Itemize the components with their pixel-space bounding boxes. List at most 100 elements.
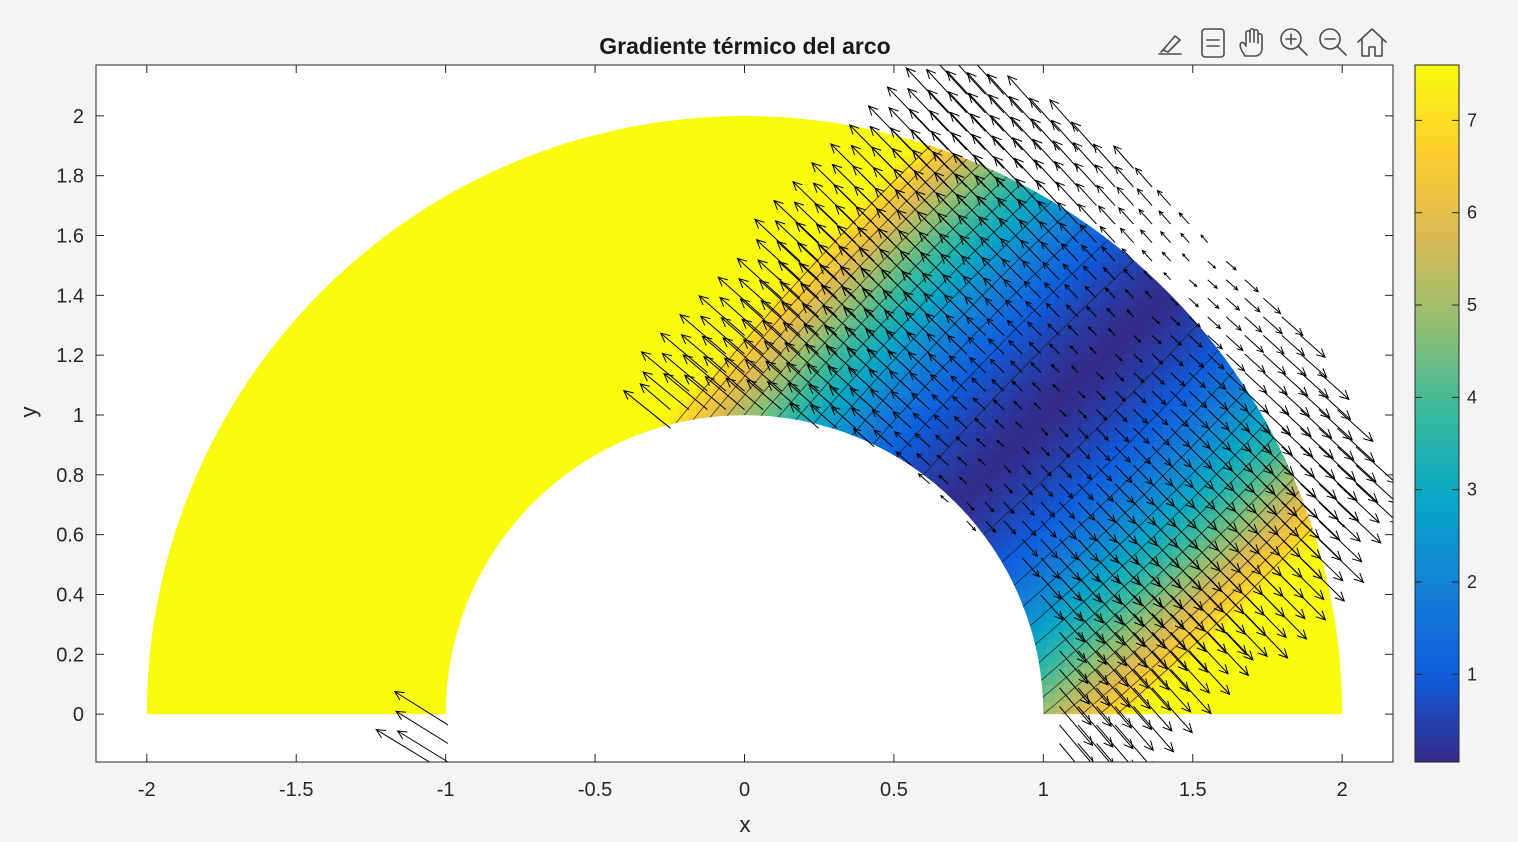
field-cell	[1100, 711, 1110, 715]
field-cell	[750, 154, 761, 165]
field-cell	[947, 450, 958, 461]
field-cell	[230, 666, 241, 676]
field-cell	[669, 181, 680, 192]
field-cell	[580, 432, 590, 443]
field-cell	[275, 603, 285, 614]
field-cell	[607, 208, 617, 219]
field-cell	[248, 666, 258, 676]
field-cell	[956, 334, 967, 344]
field-cell	[867, 208, 877, 219]
field-cell	[849, 127, 859, 138]
field-cell	[400, 235, 411, 246]
field-cell	[427, 486, 438, 497]
field-cell	[1055, 621, 1065, 631]
field-cell	[849, 190, 859, 201]
field-cell	[436, 666, 447, 676]
field-cell	[1055, 576, 1065, 587]
field-cell	[867, 154, 877, 165]
field-cell	[992, 450, 1003, 461]
field-cell	[248, 684, 258, 694]
field-cell	[911, 199, 922, 210]
field-cell	[481, 343, 492, 353]
field-cell	[472, 549, 483, 560]
field-cell	[616, 262, 626, 272]
field-cell	[320, 289, 330, 299]
field-cell	[1046, 244, 1056, 255]
field-cell	[831, 388, 841, 398]
field-cell	[176, 576, 187, 587]
field-cell	[1028, 486, 1038, 497]
field-cell	[929, 199, 940, 210]
field-cell	[221, 702, 232, 712]
field-cell	[795, 379, 805, 389]
field-cell	[750, 370, 761, 380]
field-cell	[544, 379, 554, 389]
field-cell	[562, 262, 572, 272]
field-cell	[714, 145, 725, 156]
field-cell	[481, 352, 492, 362]
field-cell	[1073, 666, 1083, 676]
field-cell	[257, 459, 267, 470]
field-cell	[212, 612, 223, 622]
field-cell	[867, 199, 877, 210]
field-cell	[463, 289, 474, 299]
field-cell	[320, 603, 330, 614]
field-cell	[302, 334, 312, 344]
field-cell	[867, 163, 877, 174]
field-cell	[642, 343, 653, 353]
field-cell	[813, 379, 823, 389]
field-cell	[1091, 702, 1101, 712]
field-cell	[705, 253, 716, 264]
field-cell	[858, 163, 868, 174]
field-cell	[185, 594, 196, 605]
field-cell	[436, 199, 447, 210]
field-cell	[795, 280, 805, 290]
field-cell	[454, 352, 465, 362]
field-cell	[311, 432, 321, 443]
field-cell	[911, 307, 922, 317]
field-cell	[786, 154, 796, 165]
field-cell	[427, 397, 438, 407]
field-cell	[1037, 576, 1047, 587]
field-cell	[938, 441, 949, 452]
field-cell	[983, 190, 994, 201]
field-cell	[1136, 531, 1146, 542]
field-cell	[885, 136, 895, 147]
field-cell	[607, 244, 617, 255]
field-cell	[1019, 441, 1029, 452]
field-cell	[947, 486, 958, 497]
field-cell	[768, 145, 778, 156]
field-cell	[1082, 334, 1092, 344]
field-cell	[696, 379, 707, 389]
field-cell	[400, 558, 411, 569]
field-cell	[293, 343, 303, 353]
field-cell	[1055, 657, 1065, 667]
field-cell	[1127, 388, 1137, 398]
field-cell	[1046, 711, 1056, 715]
field-cell	[1118, 513, 1128, 524]
field-cell	[1001, 549, 1012, 560]
field-cell	[777, 289, 787, 299]
field-cell	[705, 127, 716, 138]
field-cell	[1082, 639, 1092, 649]
field-cell	[481, 334, 492, 344]
field-cell	[759, 307, 769, 317]
field-cell	[553, 459, 563, 470]
field-cell	[651, 136, 662, 147]
field-cell	[221, 459, 232, 470]
field-cell	[651, 379, 662, 389]
field-cell	[436, 307, 447, 317]
field-cell	[472, 334, 483, 344]
field-cell	[858, 388, 868, 398]
field-cell	[418, 549, 429, 560]
field-cell	[445, 397, 456, 407]
field-cell	[965, 450, 976, 461]
field-cell	[329, 486, 339, 497]
field-cell	[526, 298, 536, 308]
field-cell	[1127, 486, 1137, 497]
field-cell	[544, 289, 554, 299]
field-cell	[418, 307, 429, 317]
field-cell	[1037, 280, 1047, 290]
field-cell	[373, 388, 384, 398]
field-cell	[678, 343, 689, 353]
